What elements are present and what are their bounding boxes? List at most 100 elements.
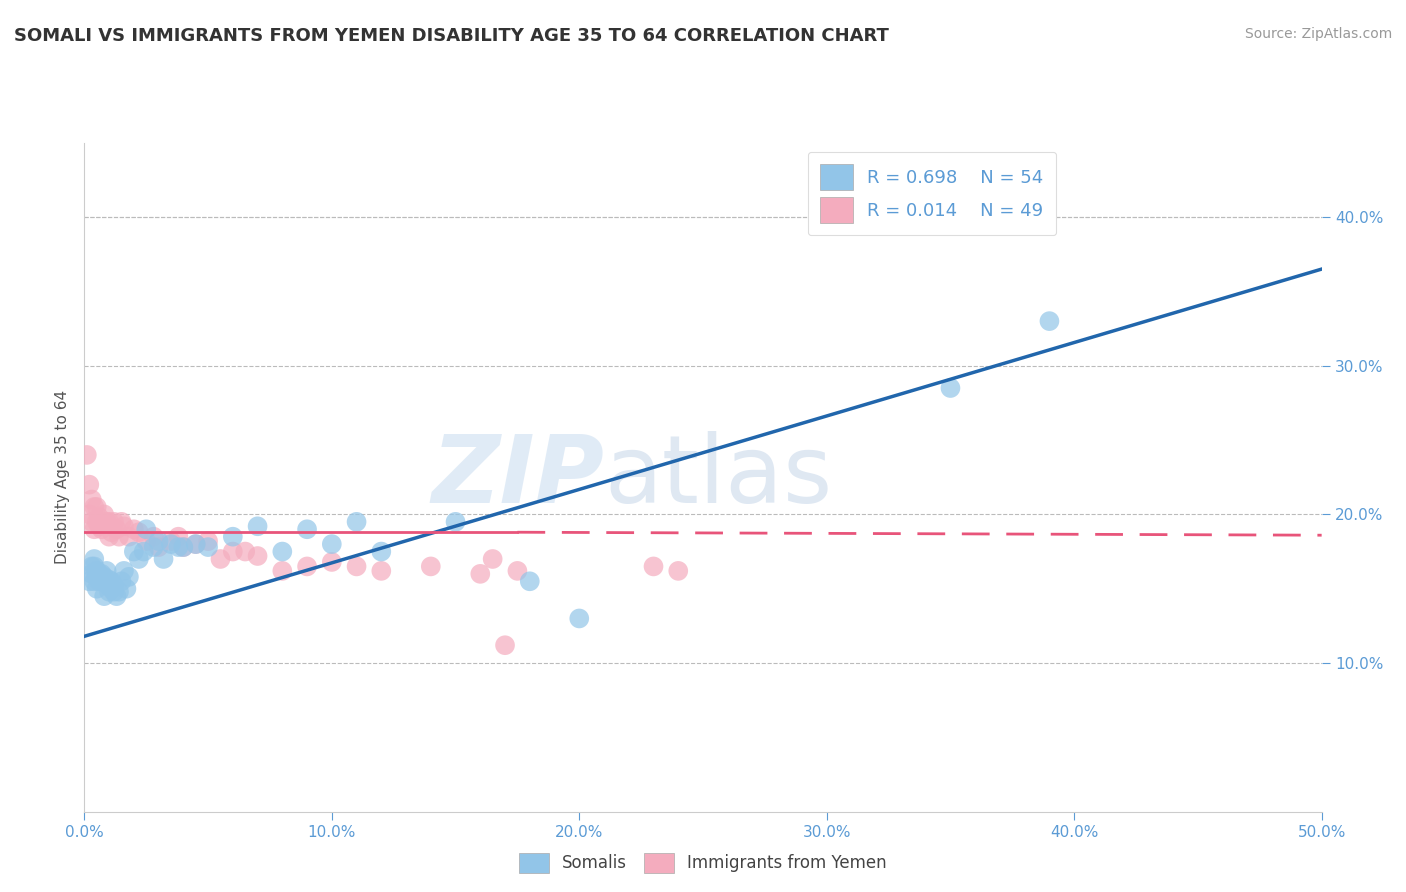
Point <box>96 574 118 589</box>
Point <box>506 564 529 578</box>
Point <box>643 559 665 574</box>
Point <box>184 537 207 551</box>
Y-axis label: Disability Age 35 to 64: Disability Age 35 to 64 <box>55 390 70 565</box>
Point <box>128 552 150 566</box>
Point <box>132 544 155 558</box>
Point <box>108 530 131 544</box>
Point <box>86 564 108 578</box>
Point <box>135 534 157 549</box>
Point <box>98 530 121 544</box>
Point <box>98 579 121 593</box>
Point <box>346 515 368 529</box>
Point <box>160 537 183 551</box>
Point <box>100 525 122 540</box>
Point <box>128 525 150 540</box>
Point <box>80 559 103 574</box>
Point <box>79 477 101 491</box>
Text: SOMALI VS IMMIGRANTS FROM YEMEN DISABILITY AGE 35 TO 64 CORRELATION CHART: SOMALI VS IMMIGRANTS FROM YEMEN DISABILI… <box>14 27 889 45</box>
Point <box>90 566 112 581</box>
Point <box>519 574 541 589</box>
Point <box>89 510 111 524</box>
Legend: R = 0.698    N = 54, R = 0.014    N = 49: R = 0.698 N = 54, R = 0.014 N = 49 <box>807 152 1056 235</box>
Point <box>184 537 207 551</box>
Point <box>118 570 141 584</box>
Point <box>271 564 294 578</box>
Point <box>86 500 108 514</box>
Point <box>494 638 516 652</box>
Point <box>89 519 111 533</box>
Point <box>295 559 318 574</box>
Point <box>295 522 318 536</box>
Point <box>112 564 135 578</box>
Point <box>321 537 343 551</box>
Point <box>135 522 157 536</box>
Point <box>160 534 183 549</box>
Point <box>93 508 115 522</box>
Point <box>568 611 591 625</box>
Point <box>142 530 165 544</box>
Point <box>222 530 245 544</box>
Point <box>90 522 112 536</box>
Point <box>93 570 115 584</box>
Point <box>83 500 105 514</box>
Point <box>222 544 245 558</box>
Point <box>83 574 105 589</box>
Point <box>115 582 138 596</box>
Point <box>79 574 101 589</box>
Point <box>83 552 105 566</box>
Point <box>481 552 503 566</box>
Point <box>167 540 190 554</box>
Point <box>100 582 122 596</box>
Point <box>96 515 118 529</box>
Point <box>98 573 121 587</box>
Point <box>370 564 392 578</box>
Point <box>152 552 174 566</box>
Point <box>100 574 122 589</box>
Point <box>105 589 128 603</box>
Point <box>148 534 170 549</box>
Point <box>76 448 98 462</box>
Point <box>346 559 368 574</box>
Point <box>108 584 131 599</box>
Point <box>86 570 108 584</box>
Text: atlas: atlas <box>605 431 832 524</box>
Point <box>105 522 128 536</box>
Point <box>1038 314 1060 328</box>
Point <box>321 555 343 569</box>
Point <box>83 522 105 536</box>
Point <box>470 566 492 581</box>
Legend: Somalis, Immigrants from Yemen: Somalis, Immigrants from Yemen <box>512 847 894 880</box>
Point <box>89 574 111 589</box>
Point <box>148 540 170 554</box>
Point <box>90 574 112 589</box>
Point <box>110 574 132 589</box>
Point <box>118 530 141 544</box>
Point <box>122 522 145 536</box>
Point <box>86 515 108 529</box>
Point <box>246 549 269 563</box>
Point <box>83 559 105 574</box>
Point <box>197 534 219 549</box>
Point <box>209 552 232 566</box>
Point <box>172 540 194 554</box>
Point <box>103 579 125 593</box>
Point <box>444 515 467 529</box>
Point <box>89 566 111 581</box>
Point <box>666 564 689 578</box>
Point <box>80 566 103 581</box>
Point <box>103 515 125 529</box>
Text: Source: ZipAtlas.com: Source: ZipAtlas.com <box>1244 27 1392 41</box>
Point <box>80 492 103 507</box>
Point <box>167 530 190 544</box>
Point <box>246 519 269 533</box>
Point <box>80 515 103 529</box>
Point <box>98 584 121 599</box>
Point <box>172 540 194 554</box>
Text: ZIP: ZIP <box>432 431 605 524</box>
Point <box>96 564 118 578</box>
Point <box>93 589 115 603</box>
Point <box>142 540 165 554</box>
Point <box>939 381 962 395</box>
Point <box>197 540 219 554</box>
Point <box>370 544 392 558</box>
